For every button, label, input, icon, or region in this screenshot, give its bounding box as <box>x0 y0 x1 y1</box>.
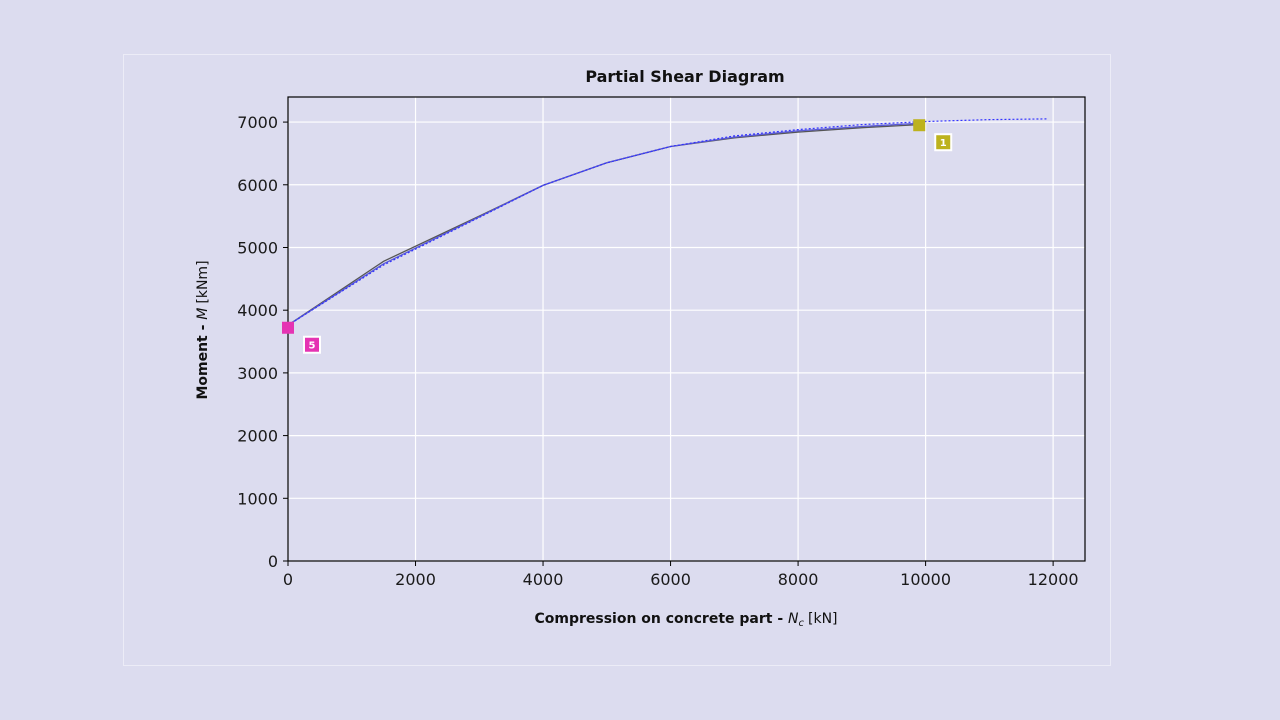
y-axis-label-unit: [kNm] <box>195 260 211 303</box>
x-tick-label: 4000 <box>523 570 564 589</box>
series-group <box>287 118 1047 326</box>
y-tick-label: 1000 <box>237 489 278 508</box>
x-tick-label: 6000 <box>650 570 691 589</box>
y-axis-label: Moment - M [kNm] <box>195 260 211 399</box>
y-axis-label-symbol: M <box>195 308 211 320</box>
y-tick-label: 5000 <box>237 238 278 257</box>
x-axis-label-subscript: c <box>799 618 805 629</box>
y-axis-label-prefix: Moment - <box>195 320 211 400</box>
y-tick-label: 3000 <box>237 364 278 383</box>
x-tick-label: 8000 <box>778 570 819 589</box>
x-axis-label-prefix: Compression on concrete part - <box>534 611 788 627</box>
chart-svg: Partial Shear Diagram 0 2000 4000 6000 8000 1… <box>195 67 1086 629</box>
x-axis-label-unit: [kN] <box>808 611 838 627</box>
x-axis-label-symbol: N <box>788 611 799 627</box>
chart-title: Partial Shear Diagram <box>585 67 784 86</box>
point-marker-5 <box>282 321 294 334</box>
point-label-1: 1 <box>940 138 947 149</box>
series-line-2 <box>287 122 920 326</box>
series-line-3 <box>287 118 1047 326</box>
x-tick-label: 10000 <box>900 570 951 589</box>
y-tick-label: 6000 <box>237 176 278 195</box>
x-tick-label: 0 <box>283 570 293 589</box>
y-tick-label: 7000 <box>237 113 278 132</box>
x-tick-label: 2000 <box>395 570 436 589</box>
x-axis-label: Compression on concrete part - Nc [kN] <box>534 611 837 629</box>
y-tick-label: 2000 <box>237 427 278 446</box>
x-tick-label: 12000 <box>1028 570 1079 589</box>
point-label-box-5 <box>303 335 321 354</box>
points-group: 15 <box>282 119 953 354</box>
series-line-1 <box>287 123 920 326</box>
point-label-box-1 <box>934 133 953 152</box>
point-marker-1 <box>913 119 926 132</box>
y-tick-label: 0 <box>268 552 278 571</box>
grid <box>287 97 1085 562</box>
plot-frame <box>287 96 1086 562</box>
point-label-5: 5 <box>309 341 316 352</box>
chart-figure: Partial Shear Diagram 0 2000 4000 6000 8000 1… <box>123 54 1111 666</box>
y-tick-label: 4000 <box>237 301 278 320</box>
ticks-group: 0 2000 4000 6000 8000 10000 12000 0 1000 2000 3000… <box>237 113 1078 589</box>
